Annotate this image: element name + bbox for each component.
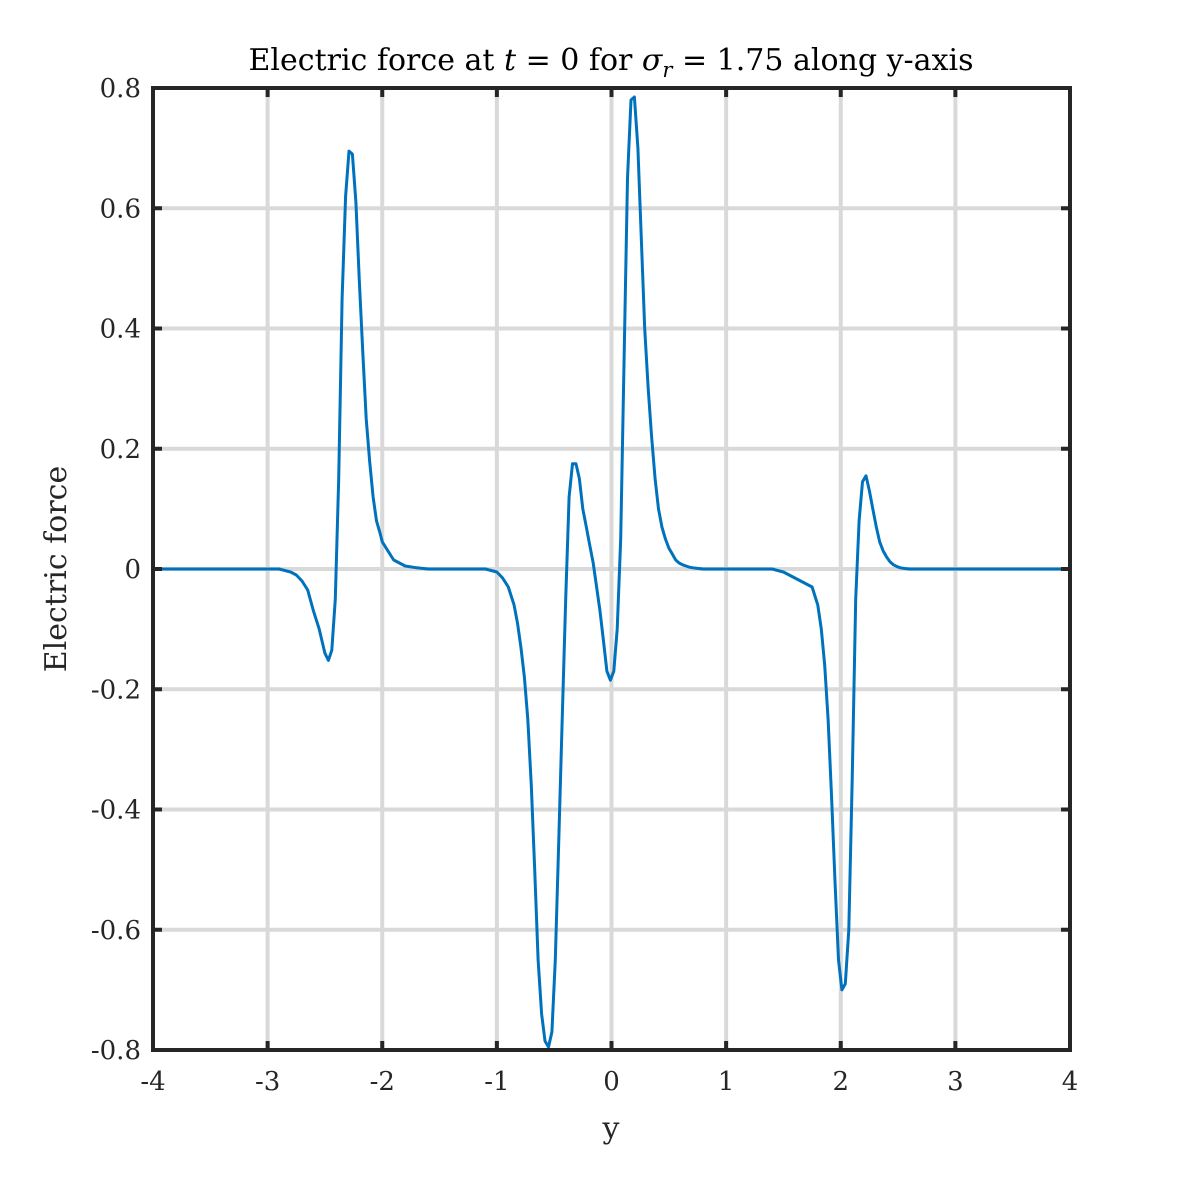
x-tick-labels: -4 -3 -2 -1 0 1 2 3 4 xyxy=(140,1067,1078,1097)
x-tick-label: -3 xyxy=(255,1067,280,1097)
x-tick-label: 2 xyxy=(832,1067,849,1097)
y-tick-label: 0.6 xyxy=(100,194,141,224)
title-sigma-subscript: r xyxy=(662,58,674,82)
title-t-symbol: t xyxy=(504,43,517,78)
x-tick-label: -1 xyxy=(484,1067,509,1097)
chart-title: Electric force at t = 0 for σr = 1.75 al… xyxy=(249,43,974,82)
x-axis-label: y xyxy=(602,1111,620,1146)
y-tick-label: 0.4 xyxy=(100,315,141,345)
title-t-eq: = 0 for xyxy=(516,43,642,78)
y-tick-label: 0.8 xyxy=(100,74,141,104)
title-sigma-symbol: σ xyxy=(642,43,664,78)
y-tick-label: -0.8 xyxy=(91,1036,141,1066)
x-tick-label: -4 xyxy=(140,1067,165,1097)
x-tick-label: 4 xyxy=(1062,1067,1079,1097)
x-tick-label: 3 xyxy=(947,1067,964,1097)
y-tick-label: 0.2 xyxy=(100,435,141,465)
x-tick-label: -2 xyxy=(370,1067,395,1097)
series-line xyxy=(153,95,1070,1049)
x-tick-label: 0 xyxy=(603,1067,620,1097)
tick-marks xyxy=(151,86,1072,1052)
y-tick-labels: -0.8 -0.6 -0.4 -0.2 0 0.2 0.4 0.6 0.8 xyxy=(91,74,141,1066)
y-tick-label: -0.6 xyxy=(91,916,141,946)
series-layer xyxy=(153,95,1070,1049)
y-tick-label: -0.2 xyxy=(91,675,141,705)
title-suffix: = 1.75 along y-axis xyxy=(672,43,973,78)
y-tick-label: -0.4 xyxy=(91,796,141,826)
y-tick-label: 0 xyxy=(124,555,141,585)
title-prefix: Electric force at xyxy=(249,43,504,78)
x-tick-label: 1 xyxy=(718,1067,735,1097)
y-axis-label: Electric force xyxy=(39,466,74,672)
